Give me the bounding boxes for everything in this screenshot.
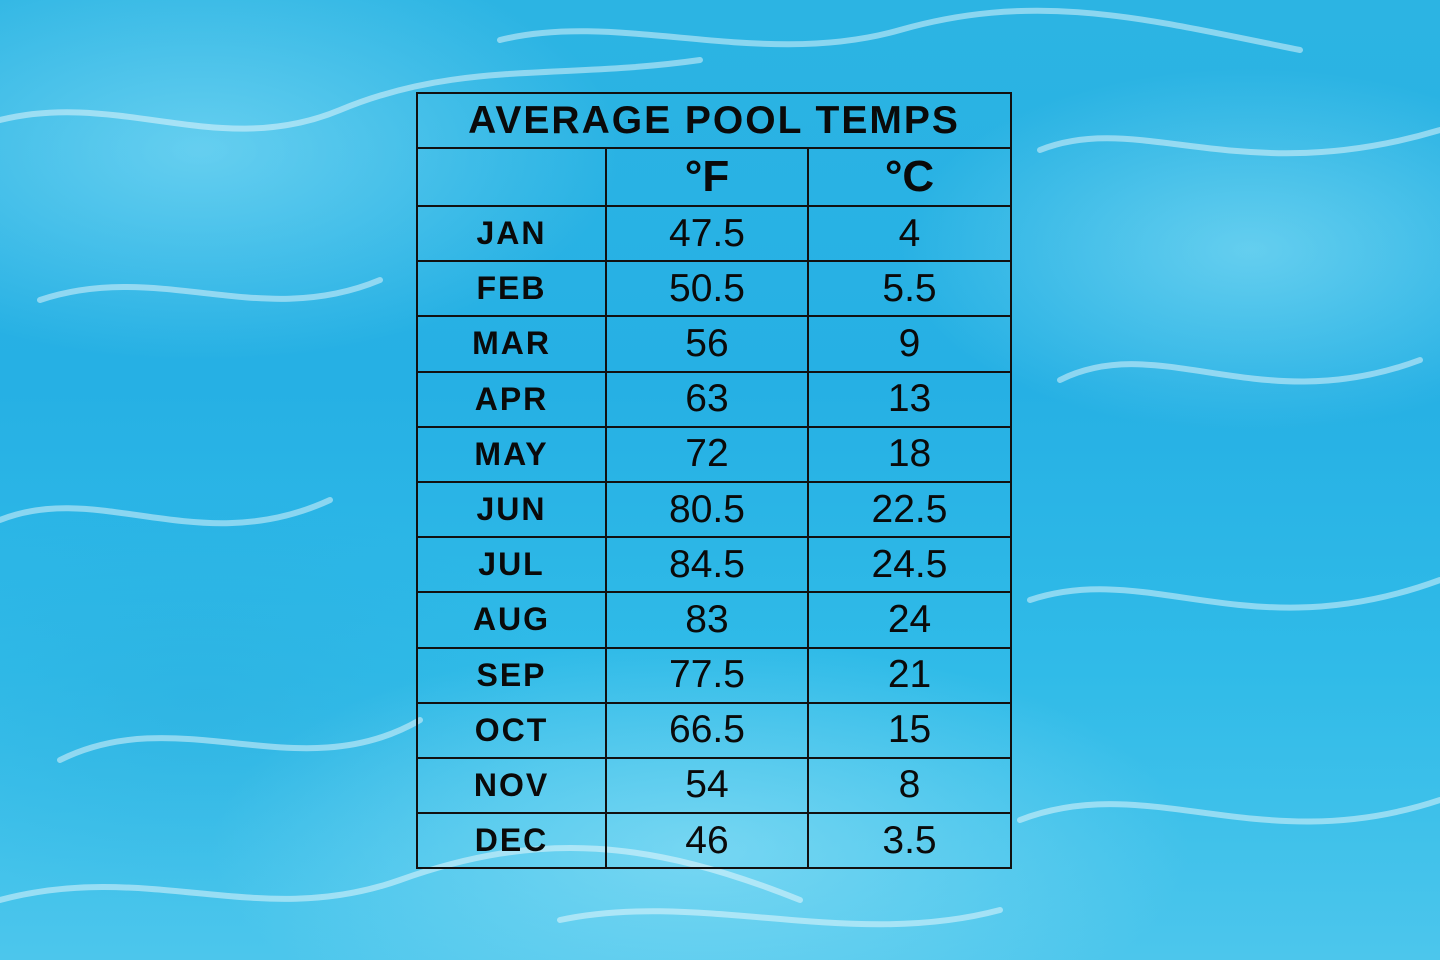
temp-cell: 80.5 — [605, 480, 809, 539]
temp-cell: 56 — [605, 315, 809, 373]
temp-cell: 3.5 — [806, 812, 1013, 870]
month-cell: MAY — [416, 425, 607, 483]
table-row: MAY 72 18 — [416, 425, 1013, 483]
table-row: JUL 84.5 24.5 — [416, 536, 1013, 594]
temp-cell: 24 — [806, 591, 1013, 649]
month-cell: JUN — [416, 480, 607, 539]
temp-cell: 22.5 — [806, 480, 1013, 539]
header-row: °F °C — [416, 147, 1013, 207]
temp-cell: 63 — [605, 370, 809, 428]
temp-cell: 83 — [605, 591, 809, 649]
month-cell: AUG — [416, 591, 607, 649]
temp-cell: 77.5 — [605, 646, 809, 704]
header-cell — [416, 147, 607, 207]
month-cell: SEP — [416, 646, 607, 704]
temp-cell: 8 — [806, 756, 1013, 815]
table-row: APR 63 13 — [416, 370, 1013, 428]
temp-cell: 46 — [605, 812, 809, 870]
table-body: JAN 47.5 4 FEB 50.5 5.5 MAR 56 9 APR 63 13 MAY 72 18 JU… — [416, 204, 1013, 870]
temps-table: AVERAGE POOL TEMPS °F °C JAN 47.5 4 FEB 50.5… — [415, 92, 1013, 870]
temp-cell: 50.5 — [605, 260, 809, 318]
month-cell: JAN — [416, 204, 607, 263]
temp-cell: 54 — [605, 756, 809, 815]
temp-cell: 4 — [806, 204, 1013, 263]
table-title: AVERAGE POOL TEMPS — [415, 92, 1013, 149]
table-row: JUN 80.5 22.5 — [416, 480, 1013, 539]
table-row: MAR 56 9 — [416, 315, 1013, 373]
temp-cell: 13 — [806, 370, 1013, 428]
table-row: DEC 46 3.5 — [416, 812, 1013, 870]
table-row: FEB 50.5 5.5 — [416, 260, 1013, 318]
month-cell: DEC — [416, 812, 607, 870]
temp-cell: 72 — [605, 425, 809, 483]
temp-cell: 9 — [806, 315, 1013, 373]
temp-cell: 18 — [806, 425, 1013, 483]
table-row: OCT 66.5 15 — [416, 701, 1013, 759]
temp-cell: 47.5 — [605, 204, 809, 263]
month-cell: MAR — [416, 315, 607, 373]
table-row: AUG 83 24 — [416, 591, 1013, 649]
temp-cell: 24.5 — [806, 536, 1013, 594]
header-cell: °C — [806, 147, 1013, 207]
table-row: JAN 47.5 4 — [416, 204, 1013, 263]
temp-cell: 5.5 — [806, 260, 1013, 318]
temp-cell: 15 — [806, 701, 1013, 759]
month-cell: APR — [416, 370, 607, 428]
table-row: SEP 77.5 21 — [416, 646, 1013, 704]
month-cell: JUL — [416, 536, 607, 594]
table-row: NOV 54 8 — [416, 756, 1013, 815]
temp-cell: 21 — [806, 646, 1013, 704]
temp-cell: 84.5 — [605, 536, 809, 594]
month-cell: OCT — [416, 701, 607, 759]
month-cell: NOV — [416, 756, 607, 815]
month-cell: FEB — [416, 260, 607, 318]
header-cell: °F — [605, 147, 809, 207]
temp-cell: 66.5 — [605, 701, 809, 759]
